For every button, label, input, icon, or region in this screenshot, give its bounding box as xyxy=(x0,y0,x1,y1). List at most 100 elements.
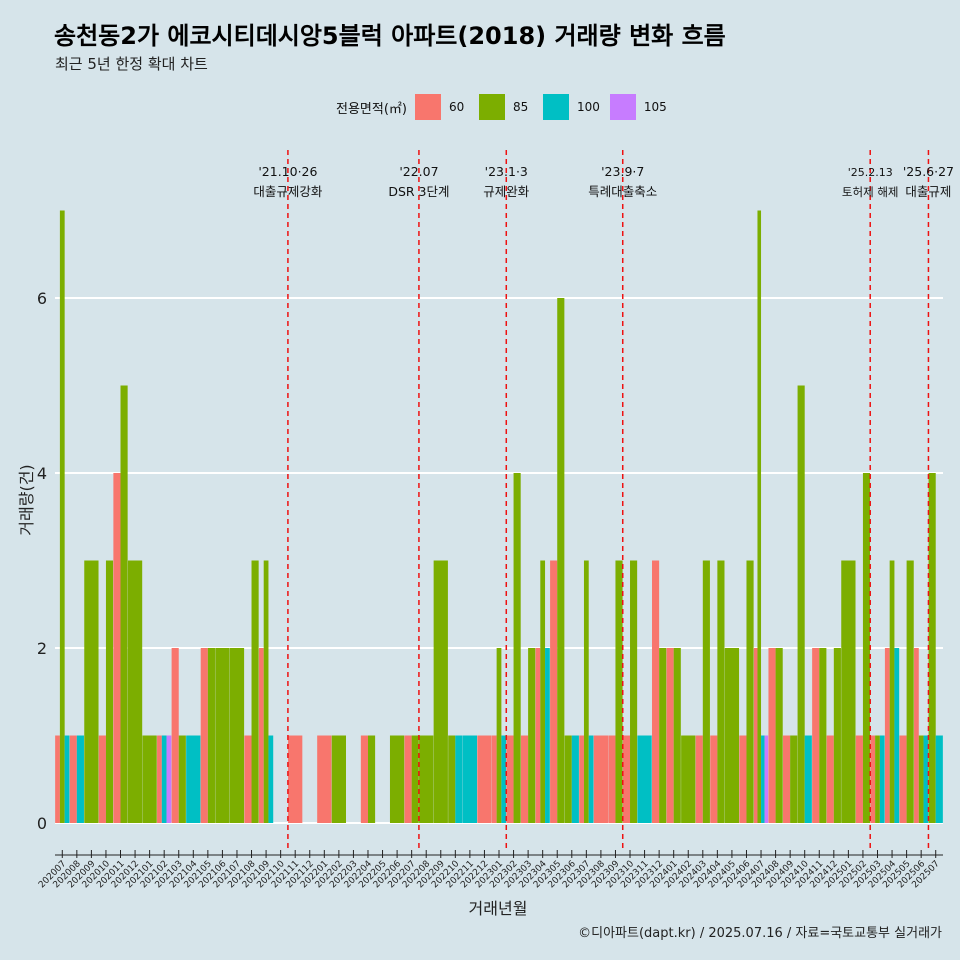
bar-202407-105 xyxy=(764,735,769,823)
bar-202504-60 xyxy=(884,648,890,823)
bar-202302-60 xyxy=(506,735,514,823)
y-tick-label-6: 6 xyxy=(37,289,47,308)
bar-202311-100 xyxy=(637,735,652,823)
bar-202502-85 xyxy=(862,473,871,823)
bar-202108-60 xyxy=(244,735,252,823)
bar-202207-85 xyxy=(411,735,419,823)
bar-202307-60 xyxy=(579,735,584,823)
bar-202102-60 xyxy=(157,735,162,823)
bar-202101-85 xyxy=(142,735,157,823)
bar-202303-60 xyxy=(520,735,529,823)
bar-202301-100 xyxy=(501,735,507,823)
legend-item-60: 60 xyxy=(414,94,469,120)
bar-202303-85 xyxy=(528,648,536,823)
bar-202210-85 xyxy=(448,735,456,823)
legend-item-85: 85 xyxy=(478,94,533,120)
bar-202204-85 xyxy=(367,735,376,823)
bar-202504-85 xyxy=(889,560,895,823)
bar-202410-85 xyxy=(797,385,805,823)
bar-202109-100 xyxy=(268,735,274,823)
chart-title: 송천동2가 에코시티데시앙5블럭 아파트(2018) 거래량 변화 흐름 xyxy=(54,22,726,50)
bar-202308-60 xyxy=(593,735,609,823)
bar-202010-85 xyxy=(105,560,114,823)
bar-202105-60 xyxy=(200,648,208,823)
bar-202301-60 xyxy=(491,735,497,823)
bar-202404-85 xyxy=(717,560,725,823)
bar-202504-100 xyxy=(894,648,900,823)
source-caption: ©디아파트(dapt.kr) / 2025.07.16 / 자료=국토교통부 실… xyxy=(578,926,942,941)
bar-202109-85 xyxy=(263,560,269,823)
bar-202402-85 xyxy=(681,735,696,823)
bar-202505-60 xyxy=(899,735,907,823)
event-label-3: 특례대출축소 xyxy=(588,184,657,199)
bar-202007-85 xyxy=(59,210,65,823)
y-tick-label-0: 0 xyxy=(37,814,47,833)
bar-202210-100 xyxy=(455,735,463,823)
bar-202312-85 xyxy=(659,648,667,823)
bar-202505-85 xyxy=(906,560,914,823)
legend-item-105: 105 xyxy=(609,94,667,120)
bar-202403-85 xyxy=(702,560,710,823)
bar-202304-85 xyxy=(540,560,546,823)
event-date-2: '23.1·3 xyxy=(485,164,528,179)
bar-202302-85 xyxy=(513,473,521,823)
bar-202011-85 xyxy=(120,385,128,823)
bar-202502-60 xyxy=(855,735,863,823)
bar-202406-60 xyxy=(739,735,747,823)
bar-202010-60 xyxy=(98,735,106,823)
bar-202401-60 xyxy=(666,648,674,823)
bar-202301-85 xyxy=(496,648,502,823)
bar-202211-100 xyxy=(462,735,478,823)
legend-key-105 xyxy=(609,94,636,120)
bar-202409-85 xyxy=(790,735,798,823)
bar-202406-85 xyxy=(746,560,754,823)
legend-label-60: 60 xyxy=(448,100,465,114)
bar-202310-60 xyxy=(622,735,631,823)
bar-202103-85 xyxy=(178,735,186,823)
chart-subtitle: 최근 5년 한정 확대 차트 xyxy=(55,55,208,73)
legend: 전용면적(㎡) 60 85 100 105 xyxy=(336,93,677,121)
bar-202307-85 xyxy=(583,560,589,823)
bar-202009-85 xyxy=(84,560,99,823)
event-date-1: '22.07 xyxy=(399,164,438,179)
bar-202410-100 xyxy=(804,735,812,823)
legend-label-105: 105 xyxy=(643,100,667,114)
event-date-0: '21.10·26 xyxy=(258,164,317,179)
event-label-2: 규제완화 xyxy=(483,184,530,199)
bar-202412-85 xyxy=(833,648,841,823)
legend-label-100: 100 xyxy=(576,100,600,114)
bar-202401-85 xyxy=(673,648,681,823)
bar-202008-100 xyxy=(76,735,84,823)
bar-202506-100 xyxy=(923,735,929,823)
event-label-0: 대출규제강화 xyxy=(253,184,323,199)
bar-202503-100 xyxy=(879,735,885,823)
bar-202201-60 xyxy=(317,735,332,823)
bar-202305-85 xyxy=(557,298,565,823)
legend-key-85 xyxy=(478,94,505,120)
bar-202007-100 xyxy=(64,735,70,823)
bar-202408-85 xyxy=(775,648,783,823)
bar-202102-100 xyxy=(161,735,167,823)
event-label-5: 대출규제 xyxy=(905,184,951,199)
bar-202208-85 xyxy=(419,735,434,823)
bar-202307-100 xyxy=(588,735,594,823)
bar-202312-60 xyxy=(651,560,660,823)
y-tick-label-4: 4 xyxy=(37,464,47,483)
bar-202304-100 xyxy=(545,648,550,823)
bar-202202-85 xyxy=(331,735,347,823)
bar-202109-60 xyxy=(258,648,264,823)
bar-202408-60 xyxy=(768,648,776,823)
bar-202306-100 xyxy=(571,735,579,823)
event-label-4: 토허제 해제 xyxy=(842,185,899,199)
legend-key-60 xyxy=(414,94,441,120)
bar-202111-60 xyxy=(288,735,303,823)
bar-202207-60 xyxy=(404,735,412,823)
bar-202412-60 xyxy=(826,735,834,823)
bar-202012-85 xyxy=(127,560,143,823)
bar-202507-85 xyxy=(928,473,936,823)
legend-key-100 xyxy=(542,94,569,120)
bar-202506-85 xyxy=(918,735,924,823)
bar-202106-85 xyxy=(215,648,230,823)
bar-202411-60 xyxy=(812,648,820,823)
bar-202411-85 xyxy=(819,648,827,823)
